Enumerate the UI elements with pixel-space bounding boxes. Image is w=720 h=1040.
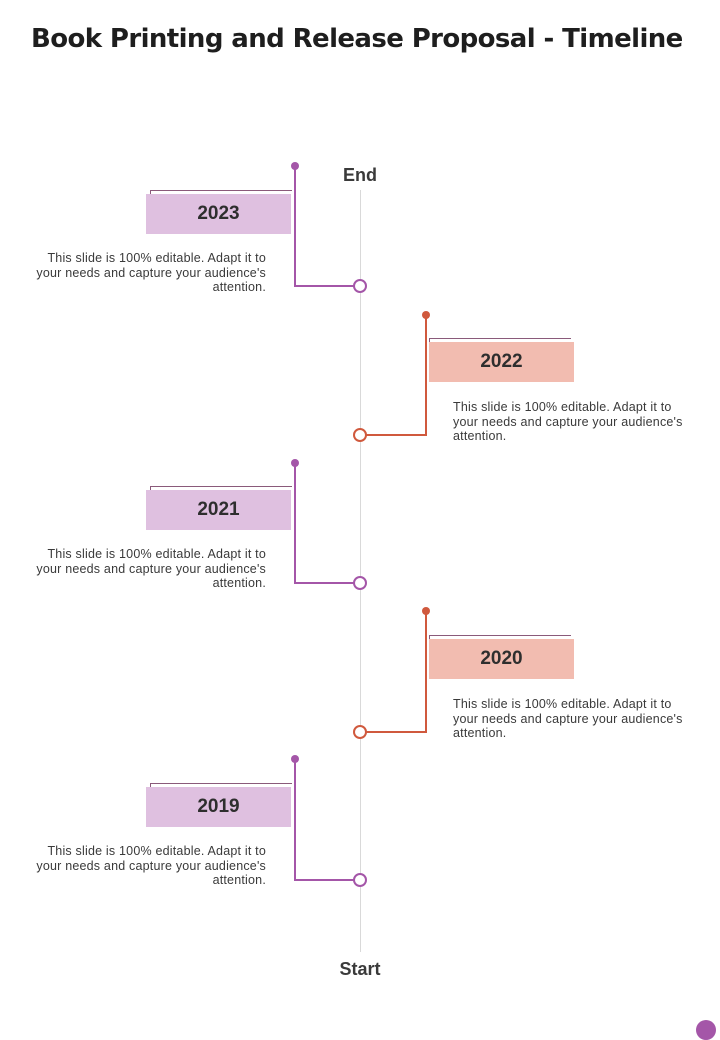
axis-node-ring <box>353 873 367 887</box>
axis-node-ring <box>353 725 367 739</box>
year-label: 2019 <box>146 787 291 827</box>
connector-line <box>360 611 427 733</box>
connector-2023 <box>291 162 367 293</box>
connector-end-dot <box>422 311 430 319</box>
milestone-description: This slide is 100% editable. Adapt it to… <box>36 547 266 590</box>
axis-node-ring <box>353 279 367 293</box>
axis-node-ring <box>353 428 367 442</box>
page-title: Book Printing and Release Proposal - Tim… <box>31 24 683 54</box>
year-label: 2020 <box>429 639 574 679</box>
axis-node-ring <box>353 576 367 590</box>
milestone-description: This slide is 100% editable. Adapt it to… <box>453 400 683 443</box>
connector-2022 <box>353 311 430 442</box>
year-label: 2021 <box>146 490 291 530</box>
connector-2019 <box>291 755 367 887</box>
connector-line <box>294 759 360 881</box>
year-label: 2023 <box>146 194 291 234</box>
timeline-start-label: Start <box>339 959 381 979</box>
timeline-axis <box>360 190 361 952</box>
connector-2020 <box>353 607 430 739</box>
timeline-end-label: End <box>343 165 377 185</box>
connector-2021 <box>291 459 367 590</box>
connector-line <box>360 315 427 436</box>
connector-end-dot <box>291 459 299 467</box>
connector-line <box>294 463 360 584</box>
connector-end-dot <box>422 607 430 615</box>
connector-line <box>294 166 360 287</box>
milestone-description: This slide is 100% editable. Adapt it to… <box>36 251 266 294</box>
connector-end-dot <box>291 755 299 763</box>
milestone-description: This slide is 100% editable. Adapt it to… <box>453 697 683 740</box>
year-label: 2022 <box>429 342 574 382</box>
corner-dot-decoration <box>696 1020 716 1040</box>
connector-end-dot <box>291 162 299 170</box>
milestone-description: This slide is 100% editable. Adapt it to… <box>36 844 266 887</box>
